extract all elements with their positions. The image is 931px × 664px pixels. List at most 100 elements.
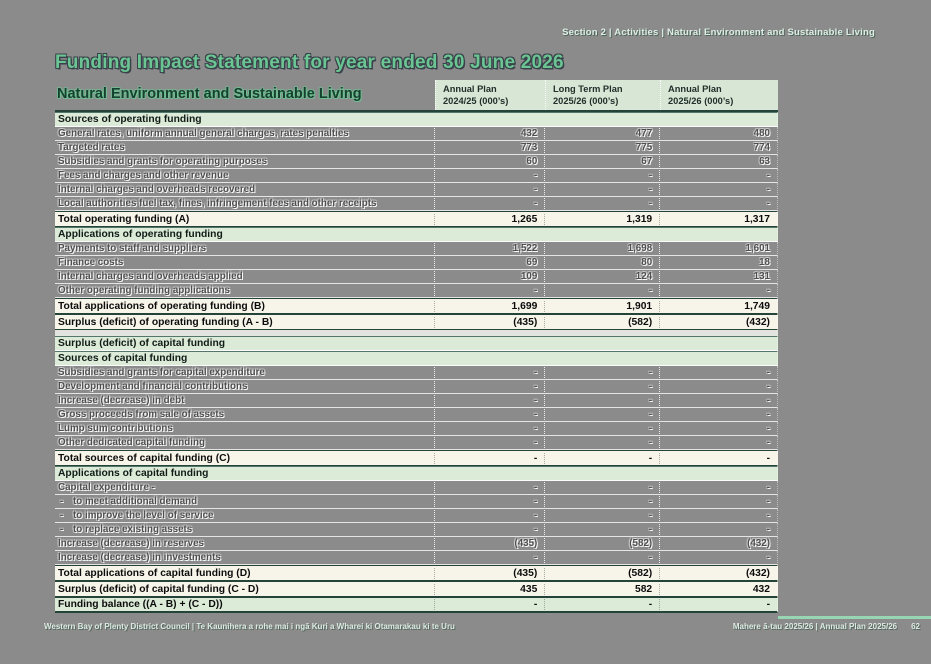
row-label-text: Other operating funding applications <box>58 285 230 296</box>
row-value: 67 <box>544 156 659 167</box>
row-label: Funding balance ((A - B) + (C - D)) <box>55 599 434 610</box>
row-value: - <box>544 395 659 406</box>
row-label: - to meet additional demand <box>55 496 434 507</box>
data-row: Internal charges and overheads applied 10… <box>55 270 778 284</box>
row-label: Sources of operating funding <box>55 114 777 125</box>
row-value: - <box>659 452 777 464</box>
row-label-text: Increase (decrease) in reserves <box>58 538 204 549</box>
row-label: Development and financial contributions <box>55 381 434 392</box>
row-label-text: Local authorities fuel tax, fines, infri… <box>58 198 377 209</box>
row-label-text: Payments to staff and suppliers <box>58 243 207 254</box>
row-value: - <box>544 437 659 448</box>
row-value: - <box>659 482 777 493</box>
row-value: 63 <box>659 156 777 167</box>
row-value: 1,901 <box>544 300 659 312</box>
row-value: - <box>659 496 777 507</box>
row-value: - <box>434 423 544 434</box>
row-value: - <box>544 381 659 392</box>
row-label-text: to replace existing assets <box>73 524 193 535</box>
row-value: (435) <box>434 316 544 328</box>
row-label: Internal charges and overheads recovered <box>55 184 434 195</box>
bullet-dash: - <box>60 496 64 507</box>
column-header-line2: 2025/26 (000’s) <box>553 96 619 107</box>
row-value: - <box>659 524 777 535</box>
bullet-dash: - <box>60 524 64 535</box>
row-label-text: Surplus (deficit) of operating funding (… <box>58 316 273 328</box>
row-label: Subsidies and grants for operating purpo… <box>55 156 434 167</box>
data-row: Increase (decrease) in debt - - - <box>55 394 778 408</box>
row-value: 435 <box>434 583 544 595</box>
row-value: 477 <box>544 128 659 139</box>
table-header: Natural Environment and Sustainable Livi… <box>55 80 778 112</box>
column-header-line1: Long Term Plan <box>553 84 623 94</box>
row-label: Subsidies and grants for capital expendi… <box>55 367 434 378</box>
row-label-text: Sources of operating funding <box>58 114 202 125</box>
column-header-line1: Annual Plan <box>668 84 722 94</box>
row-label: Gross proceeds from sale of assets <box>55 409 434 420</box>
row-value: (432) <box>659 538 777 549</box>
row-value: - <box>434 395 544 406</box>
data-row: General rates, uniform annual general ch… <box>55 127 778 141</box>
breadcrumb: Section 2 | Activities | Natural Environ… <box>562 27 875 38</box>
page-number: 62 <box>911 622 920 631</box>
row-label-text: Funding balance ((A - B) + (C - D)) <box>58 599 223 610</box>
row-label-text: Internal charges and overheads applied <box>58 271 243 282</box>
row-label-text: Surplus (deficit) of capital funding (C … <box>58 583 259 595</box>
row-label: Capital expenditure - <box>55 482 434 493</box>
row-label-text: Other dedicated capital funding <box>58 437 205 448</box>
row-value: - <box>659 437 777 448</box>
row-label-text: Applications of operating funding <box>58 229 223 240</box>
bullet-dash: - <box>60 510 64 521</box>
data-row: Local authorities fuel tax, fines, infri… <box>55 197 778 211</box>
row-label-text: Lump sum contributions <box>58 423 173 434</box>
row-value: - <box>544 552 659 563</box>
table-title: Natural Environment and Sustainable Livi… <box>57 86 362 102</box>
row-label-text: to meet additional demand <box>73 496 198 507</box>
row-label-text: Gross proceeds from sale of assets <box>58 409 225 420</box>
row-label: Targeted rates <box>55 142 434 153</box>
row-value: - <box>544 482 659 493</box>
row-value: - <box>659 170 777 181</box>
row-value: - <box>659 381 777 392</box>
column-header-line1: Annual Plan <box>443 84 497 94</box>
row-label-text: Total applications of capital funding (D… <box>58 567 251 579</box>
row-label: Increase (decrease) in investments <box>55 552 434 563</box>
total-row: Surplus (deficit) of operating funding (… <box>55 314 778 330</box>
row-label: Local authorities fuel tax, fines, infri… <box>55 198 434 209</box>
row-label: Applications of operating funding <box>55 229 777 240</box>
data-row: Other operating funding applications - - - <box>55 284 778 298</box>
row-value: - <box>659 510 777 521</box>
row-value: 131 <box>659 271 777 282</box>
row-value: (432) <box>659 316 777 328</box>
row-value: - <box>434 510 544 521</box>
row-label: Finance costs <box>55 257 434 268</box>
row-value: - <box>659 423 777 434</box>
column-header-annual-plan-2025-26: Annual Plan 2025/26 (000’s) <box>660 80 778 110</box>
row-value: 69 <box>434 257 544 268</box>
data-row: Capital expenditure ---- <box>55 481 778 495</box>
data-row: - to meet additional demand - - - <box>55 495 778 509</box>
row-value: 582 <box>544 583 659 595</box>
row-value: (435) <box>434 567 544 579</box>
section-row: Applications of capital funding <box>55 466 778 481</box>
row-value: (435) <box>434 538 544 549</box>
row-label: Payments to staff and suppliers <box>55 243 434 254</box>
row-label-text: Development and financial contributions <box>58 381 248 392</box>
row-value: 773 <box>434 142 544 153</box>
data-row: Gross proceeds from sale of assets - - - <box>55 408 778 422</box>
row-label: Fees and charges and other revenue <box>55 170 434 181</box>
row-label-text: Capital expenditure - <box>58 482 155 493</box>
row-value: - <box>659 184 777 195</box>
row-label: Surplus (deficit) of capital funding <box>55 338 777 349</box>
data-row: Payments to staff and suppliers 1,522 1,69… <box>55 242 778 256</box>
balance-row: Funding balance ((A - B) + (C - D)) - - - <box>55 597 778 613</box>
row-value: - <box>659 599 777 610</box>
row-value: - <box>544 409 659 420</box>
row-value: 1,522 <box>434 243 544 254</box>
row-label-text: Total applications of operating funding … <box>58 300 265 312</box>
row-label-text: Internal charges and overheads recovered <box>58 184 256 195</box>
row-label: Lump sum contributions <box>55 423 434 434</box>
data-row: Finance costs 69 80 18 <box>55 256 778 270</box>
total-row: Total applications of operating funding … <box>55 298 778 314</box>
row-label-text: General rates, uniform annual general ch… <box>58 128 349 139</box>
